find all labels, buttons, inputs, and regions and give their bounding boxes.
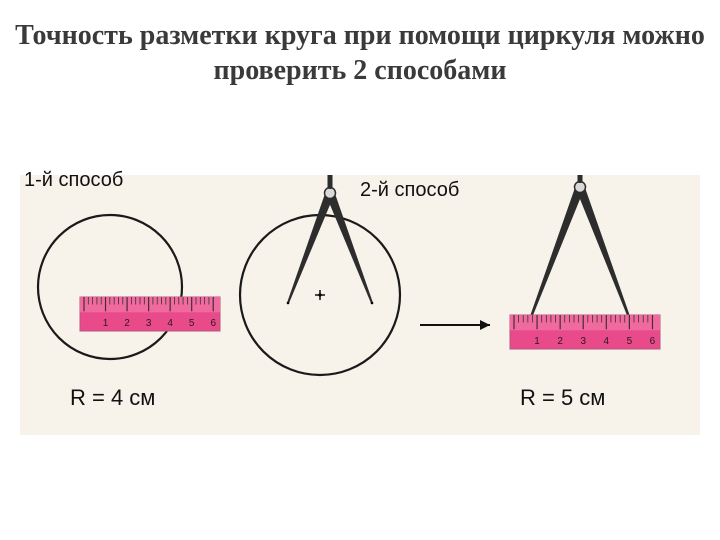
slide-title: Точность разметки круга при помощи цирку… (0, 18, 720, 88)
method1-label: 1-й способ (24, 169, 123, 192)
method1-radius-label: R = 4 см (70, 385, 155, 411)
method1-ruler: 1 2 3 4 5 6 (80, 297, 220, 331)
svg-text:1: 1 (534, 336, 540, 347)
svg-text:3: 3 (580, 336, 586, 347)
method2-center-mark (315, 290, 325, 300)
compass-over-ruler (527, 175, 634, 326)
svg-text:2: 2 (557, 336, 563, 347)
figure-area: 1-й способ 2-й способ 123456 123456 R = … (20, 175, 700, 435)
svg-text:6: 6 (650, 336, 656, 347)
svg-text:4: 4 (167, 318, 173, 329)
method2-label: 2-й способ (360, 179, 459, 202)
svg-text:2: 2 (124, 318, 130, 329)
svg-text:3: 3 (146, 318, 152, 329)
svg-text:6: 6 (210, 318, 216, 329)
method2-ruler: 1 2 3 4 5 6 (510, 315, 660, 349)
method1-circle (38, 215, 182, 359)
svg-text:4: 4 (604, 336, 610, 347)
method2-radius-label: R = 5 см (520, 385, 605, 411)
slide: Точность разметки круга при помощи цирку… (0, 0, 720, 540)
svg-text:1: 1 (103, 318, 109, 329)
arrow-icon (420, 320, 490, 330)
svg-text:5: 5 (189, 318, 195, 329)
svg-text:5: 5 (627, 336, 633, 347)
